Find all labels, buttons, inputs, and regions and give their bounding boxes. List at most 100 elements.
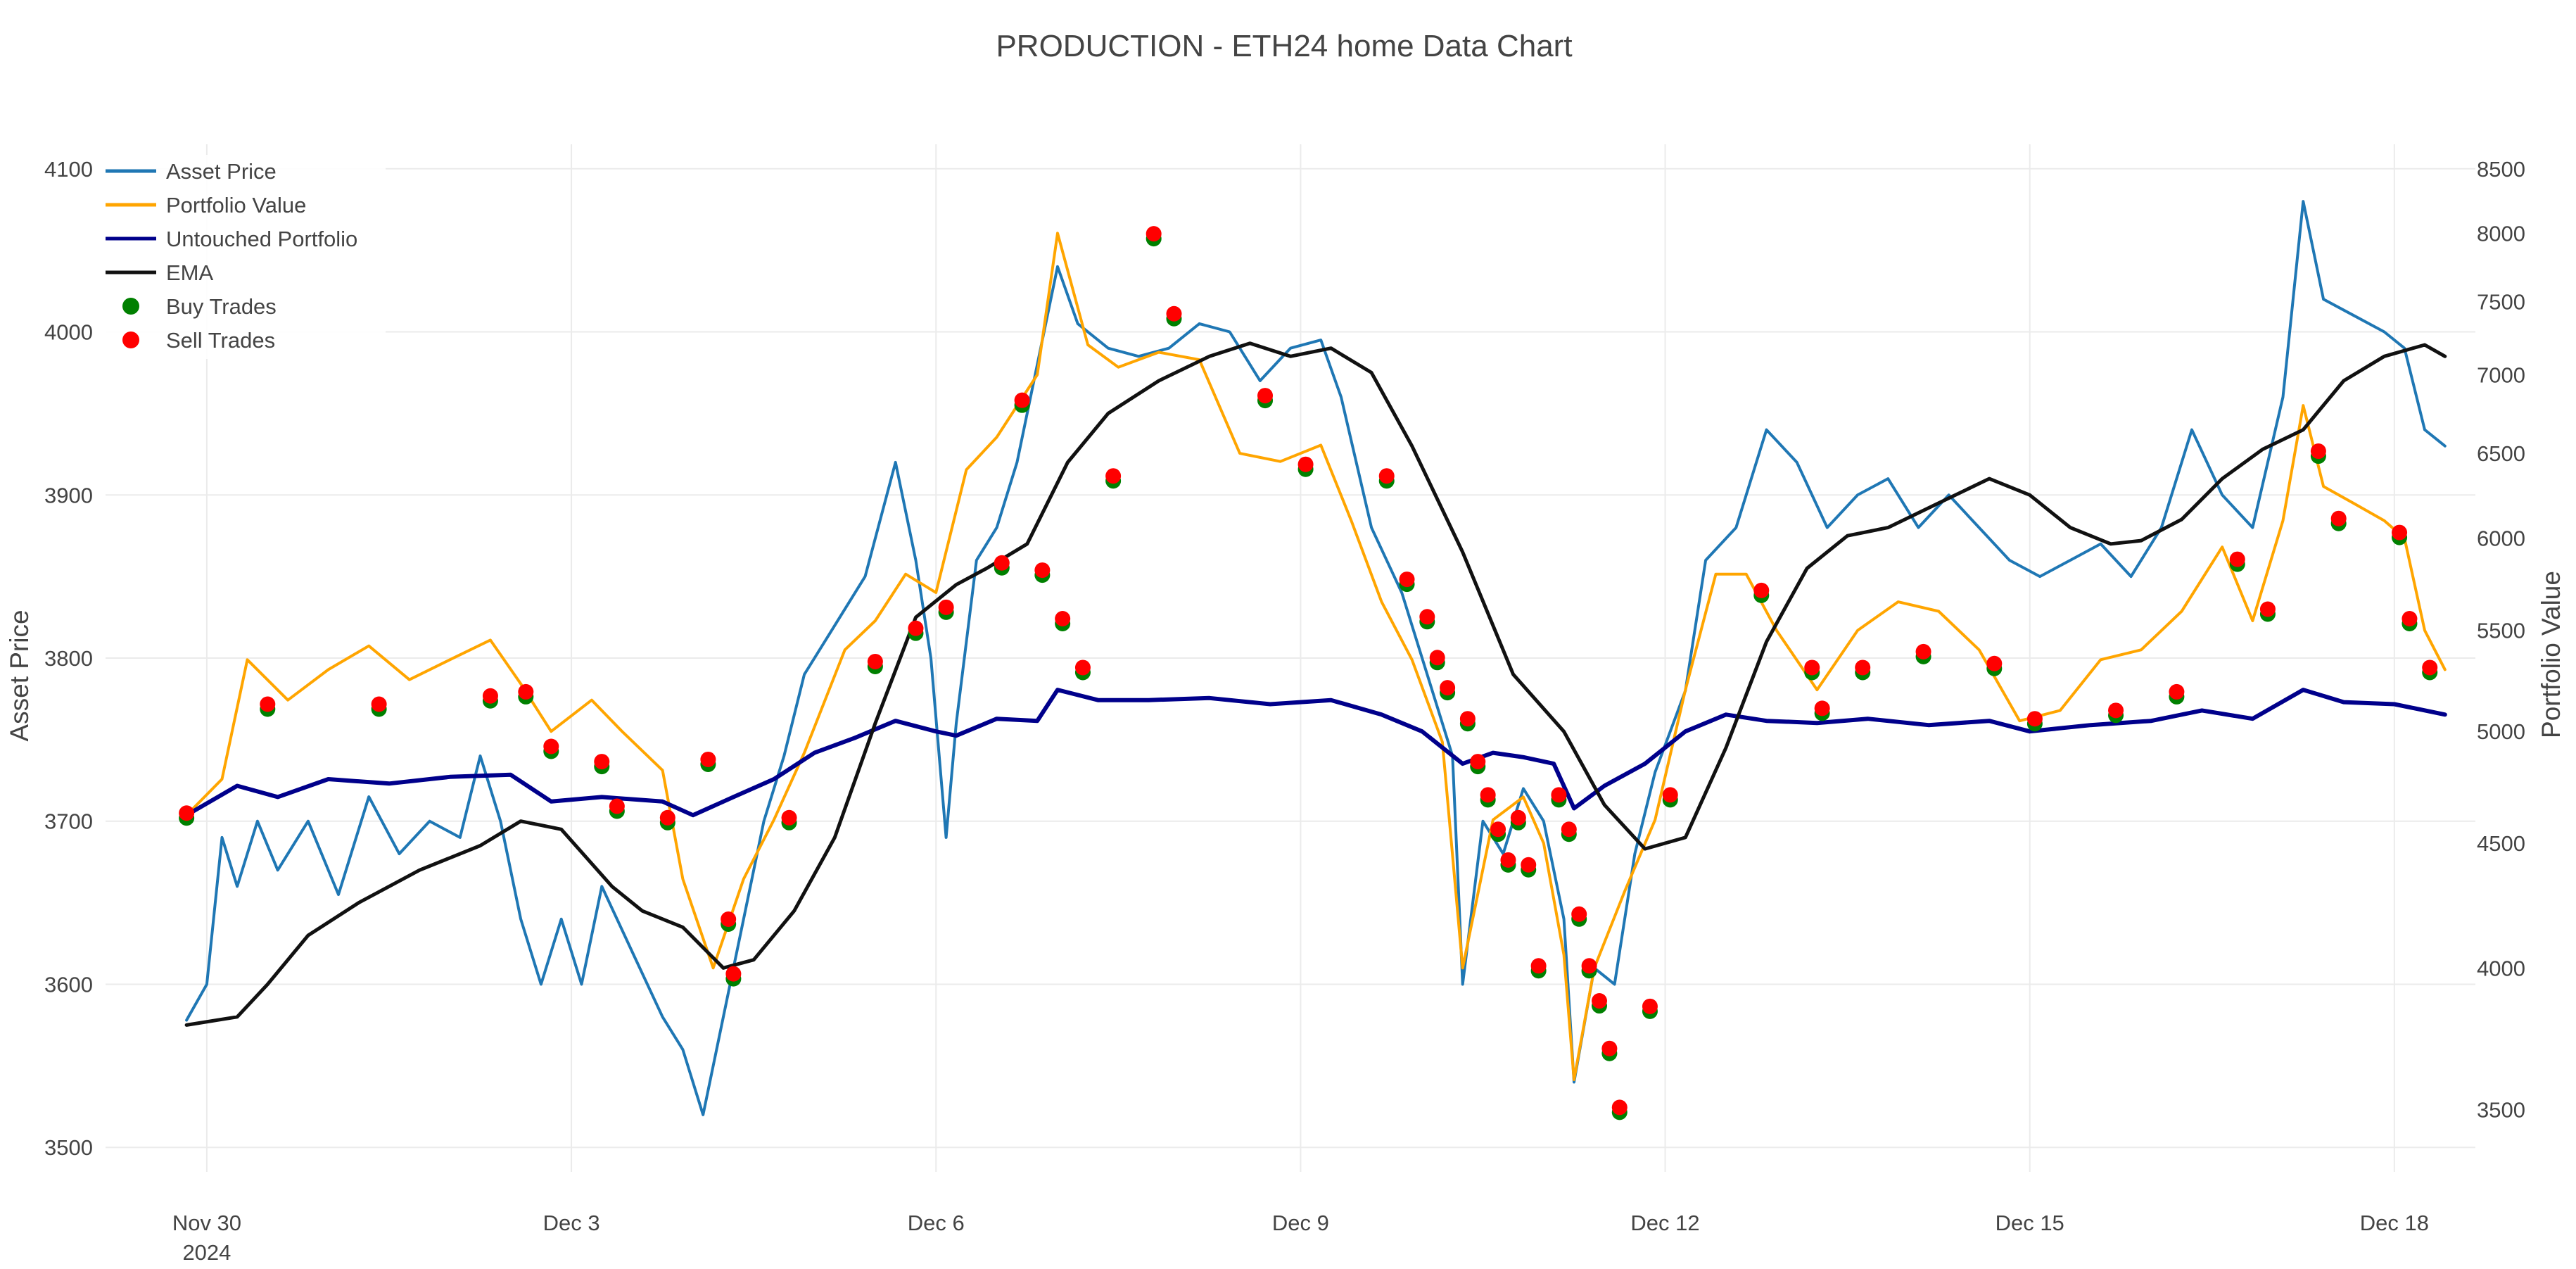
legend-item-portfolio-value[interactable]: Portfolio Value <box>106 193 306 217</box>
sell-trade-marker <box>1470 754 1486 770</box>
sell-trade-marker <box>1581 958 1597 974</box>
sell-trade-marker <box>2392 524 2408 541</box>
sell-trade-marker <box>179 805 195 821</box>
legend[interactable]: Asset Price Portfolio Value Untouched Port… <box>97 155 386 359</box>
left-tick-label: 4100 <box>44 157 93 182</box>
series-layer <box>184 200 2447 1116</box>
sell-trade-marker <box>1753 582 1770 598</box>
left-tick-label: 4000 <box>44 320 93 345</box>
y-gridlines <box>106 168 2475 1149</box>
sell-trade-marker <box>1166 305 1182 322</box>
portfolio-value-line <box>185 232 2447 1081</box>
sell-trade-marker <box>1986 655 2003 671</box>
right-tick-label: 8500 <box>2477 157 2525 182</box>
sell-trade-marker <box>1510 809 1526 826</box>
legend-item-ema[interactable]: EMA <box>106 260 214 285</box>
left-tick-label: 3900 <box>44 483 93 507</box>
untouched-portfolio-line <box>184 688 2447 818</box>
sell-trade-marker <box>1561 821 1577 838</box>
sell-trade-marker <box>1642 998 1658 1014</box>
sell-trade-marker <box>1480 787 1496 803</box>
legend-label: EMA <box>166 260 214 285</box>
legend-item-untouched-portfolio[interactable]: Untouched Portfolio <box>106 227 357 251</box>
right-tick-label: 7000 <box>2477 362 2525 387</box>
sell-trade-marker <box>1611 1099 1628 1116</box>
sell-trade-marker <box>1440 680 1456 696</box>
x-tick-label: Dec 15 <box>1996 1211 2064 1235</box>
sell-trade-marker <box>2229 551 2245 567</box>
sell-trade-marker <box>609 798 625 814</box>
sell-trade-marker <box>994 555 1010 571</box>
sell-trade-marker <box>1297 456 1314 472</box>
sell-trade-marker <box>1551 787 1567 803</box>
legend-label: Buy Trades <box>166 294 277 319</box>
x-tick-label: Dec 6 <box>908 1211 965 1235</box>
right-tick-label: 5000 <box>2477 719 2525 744</box>
legend-item-buy-trades[interactable]: Buy Trades <box>122 294 277 319</box>
x-tick-label: Dec 3 <box>543 1211 600 1235</box>
legend-item-asset-price[interactable]: Asset Price <box>106 159 277 184</box>
sell-trade-marker <box>938 599 954 615</box>
sell-trade-marker <box>1915 643 1931 659</box>
sell-trade-marker <box>1662 787 1678 803</box>
sell-trade-marker <box>1855 659 1871 676</box>
legend-label: Portfolio Value <box>166 193 306 217</box>
sell-trade-marker <box>725 966 742 982</box>
left-tick-label: 3600 <box>44 972 93 997</box>
x-tick-label: Dec 12 <box>1630 1211 1699 1235</box>
sell-trade-marker <box>2422 659 2438 676</box>
legend-marker-swatch <box>122 298 139 315</box>
sell-trade-marker <box>594 754 610 770</box>
x-tick-label: Dec 18 <box>2360 1211 2429 1235</box>
left-tick-label: 3700 <box>44 809 93 834</box>
sell-trade-marker <box>1055 611 1071 627</box>
trade-markers <box>179 226 2438 1120</box>
legend-label: Asset Price <box>166 159 277 184</box>
sell-trade-marker <box>1804 659 1820 676</box>
legend-background <box>97 155 386 359</box>
x-tick-label: Dec 9 <box>1272 1211 1329 1235</box>
legend-label: Sell Trades <box>166 328 275 353</box>
sell-trade-marker <box>260 696 276 712</box>
sell-trade-marker <box>1571 906 1587 922</box>
sell-trade-marker <box>1429 650 1445 666</box>
sell-trade-marker <box>1601 1040 1618 1056</box>
legend-item-sell-trades[interactable]: Sell Trades <box>122 328 275 353</box>
sell-trade-marker <box>1257 388 1274 404</box>
right-axis: 3500 4000 4500 5000 5500 6000 6500 7000 7500 8000… <box>2477 157 2525 1122</box>
sell-trade-marker <box>721 911 737 927</box>
sell-trade-marker <box>2310 443 2326 460</box>
right-tick-label: 5500 <box>2477 619 2525 643</box>
sell-trade-marker <box>518 683 534 700</box>
sell-trade-marker <box>1074 659 1091 676</box>
sell-trade-marker <box>2330 510 2347 526</box>
sell-trade-marker <box>543 738 559 755</box>
sell-trade-marker <box>1814 700 1830 716</box>
right-tick-label: 3500 <box>2477 1097 2525 1122</box>
sell-trade-marker <box>2108 702 2124 719</box>
legend-marker-swatch <box>122 332 139 348</box>
sell-trade-marker <box>781 809 797 826</box>
sell-trade-marker <box>1034 562 1051 579</box>
right-axis-title: Portfolio Value <box>2537 571 2565 738</box>
x-tick-label: Nov 30 <box>172 1211 241 1235</box>
left-tick-label: 3800 <box>44 646 93 671</box>
right-tick-label: 6000 <box>2477 526 2525 551</box>
sell-trade-marker <box>1500 852 1516 868</box>
sell-trade-marker <box>1521 857 1537 873</box>
right-tick-label: 8000 <box>2477 221 2525 246</box>
sell-trade-marker <box>482 688 498 704</box>
right-tick-label: 4500 <box>2477 831 2525 856</box>
sell-trade-marker <box>1591 993 1607 1009</box>
right-tick-label: 4000 <box>2477 956 2525 980</box>
sell-trade-marker <box>371 696 387 712</box>
sell-trade-marker <box>2169 683 2185 700</box>
sell-trade-marker <box>2026 711 2043 727</box>
left-axis: 3500 3600 3700 3800 3900 4000 4100 <box>44 157 93 1160</box>
asset-price-line <box>185 200 2447 1116</box>
sell-trade-marker <box>700 751 716 767</box>
sell-trade-marker <box>2259 601 2276 617</box>
left-axis-title: Asset Price <box>5 610 34 741</box>
